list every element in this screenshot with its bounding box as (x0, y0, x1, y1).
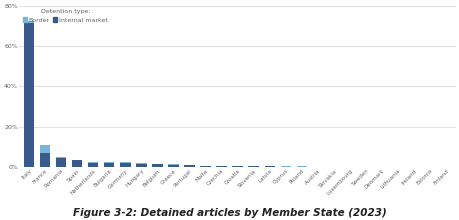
Bar (216, 166, 226, 167)
Bar (88, 162, 98, 163)
Bar (72, 160, 82, 167)
Bar (184, 165, 194, 167)
Bar (136, 164, 146, 167)
Bar (200, 166, 210, 167)
Bar (136, 163, 146, 164)
Bar (24, 23, 34, 167)
Bar (120, 162, 130, 163)
Bar (24, 21, 34, 23)
Bar (56, 157, 66, 158)
Text: Figure 3-2: Detained articles by Member State (2023): Figure 3-2: Detained articles by Member … (73, 208, 386, 218)
Bar (88, 163, 98, 167)
Bar (120, 163, 130, 167)
Bar (168, 165, 178, 167)
Bar (104, 162, 114, 163)
Bar (40, 153, 50, 167)
Legend: Border, Internal market: Border, Internal market (22, 9, 108, 23)
Bar (248, 166, 258, 167)
Bar (232, 166, 242, 167)
Bar (264, 166, 274, 167)
Bar (56, 158, 66, 167)
Bar (40, 145, 50, 153)
Bar (104, 163, 114, 167)
Bar (152, 164, 162, 167)
